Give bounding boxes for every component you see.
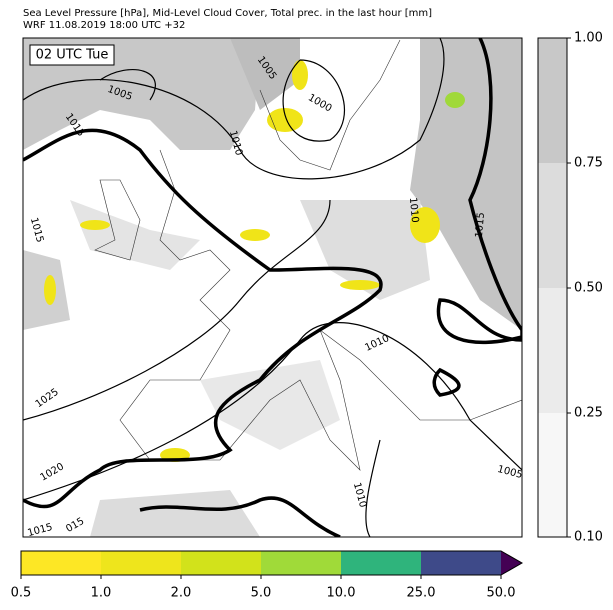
cloud-tick-label: 0.50	[574, 281, 603, 296]
subtitle: WRF 11.08.2019 18:00 UTC +32	[23, 20, 185, 31]
time-label: 02 UTC Tue	[36, 48, 109, 63]
isobars	[23, 38, 522, 537]
cloud-colorbar	[537, 37, 568, 538]
time-box	[29, 44, 115, 66]
cloud-tick-label: 0.10	[574, 530, 603, 545]
isobar-label: 1015	[26, 522, 53, 539]
cloud-tick-label: 0.75	[574, 156, 603, 171]
precip-tick-label: 25.0	[407, 586, 436, 601]
cloud-cover	[23, 38, 522, 537]
precip-tick-label: 5.0	[251, 586, 272, 601]
precip-tick-label: 1.0	[91, 586, 112, 601]
precip-tick-label: 50.0	[487, 586, 516, 601]
precip-colorbar	[20, 550, 524, 576]
map-frame	[22, 37, 523, 538]
isobar-label: 1015	[474, 212, 487, 238]
precip-tick-label: 2.0	[171, 586, 192, 601]
precip-tick-label: 0.5	[11, 586, 32, 601]
precip-tick-label: 10.0	[327, 586, 356, 601]
isobar-label: 1010	[407, 197, 420, 223]
title: Sea Level Pressure [hPa], Mid-Level Clou…	[23, 8, 432, 19]
cloud-tick-label: 0.25	[574, 406, 603, 421]
cloud-tick-label: 1.00	[574, 31, 603, 46]
